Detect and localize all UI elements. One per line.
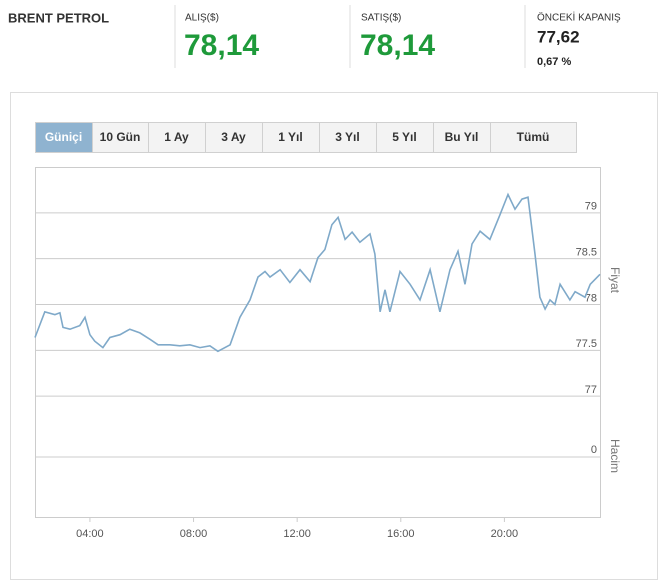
- range-button-label[interactable]: Güniçi: [45, 130, 82, 144]
- y-tick-label: 78: [585, 292, 597, 304]
- previous-value: 77,62: [537, 27, 580, 46]
- range-button[interactable]: [433, 122, 491, 153]
- x-tick-label: 12:00: [283, 528, 311, 540]
- range-button[interactable]: [376, 122, 434, 153]
- range-button[interactable]: [92, 122, 149, 153]
- y-tick-label: 77.5: [576, 338, 597, 350]
- range-button-label[interactable]: 1 Ay: [164, 130, 189, 144]
- x-tick-label: 04:00: [76, 528, 104, 540]
- price-line: [34, 192, 601, 353]
- previous-label: ÖNCEKİ KAPANIŞ: [537, 11, 621, 24]
- volume-axis-label: Hacim: [608, 439, 622, 473]
- y-tick-label: 77: [585, 384, 597, 396]
- buy-label: ALIŞ($): [185, 13, 219, 24]
- volume-tick-label: 0: [591, 444, 597, 456]
- sell-value: 78,14: [360, 29, 435, 62]
- x-tick-label: 16:00: [387, 528, 415, 540]
- buy-value: 78,14: [184, 29, 259, 62]
- range-button-label[interactable]: 1 Yıl: [278, 130, 302, 144]
- range-button[interactable]: [35, 122, 93, 153]
- y-axis-label: Fiyat: [608, 267, 622, 294]
- range-button-label[interactable]: 10 Gün: [100, 130, 141, 144]
- range-button[interactable]: [490, 122, 577, 153]
- title: BRENT PETROL: [8, 10, 109, 25]
- range-button[interactable]: [205, 122, 263, 153]
- y-tick-label: 78.5: [576, 247, 597, 259]
- range-button-label[interactable]: 3 Ay: [221, 130, 246, 144]
- x-tick-label: 20:00: [491, 528, 519, 540]
- range-button[interactable]: [148, 122, 206, 153]
- range-button-label[interactable]: Bu Yıl: [445, 130, 479, 144]
- range-button-label[interactable]: 3 Yıl: [335, 130, 359, 144]
- y-tick-label: 79: [585, 201, 597, 213]
- sell-label: SATIŞ($): [361, 13, 401, 24]
- previous-change: 0,67 %: [537, 56, 571, 68]
- range-button-label[interactable]: Tümü: [517, 130, 550, 144]
- range-button-label[interactable]: 5 Yıl: [392, 130, 416, 144]
- range-button[interactable]: [262, 122, 320, 153]
- x-tick-label: 08:00: [180, 528, 208, 540]
- plot-area: [35, 167, 601, 518]
